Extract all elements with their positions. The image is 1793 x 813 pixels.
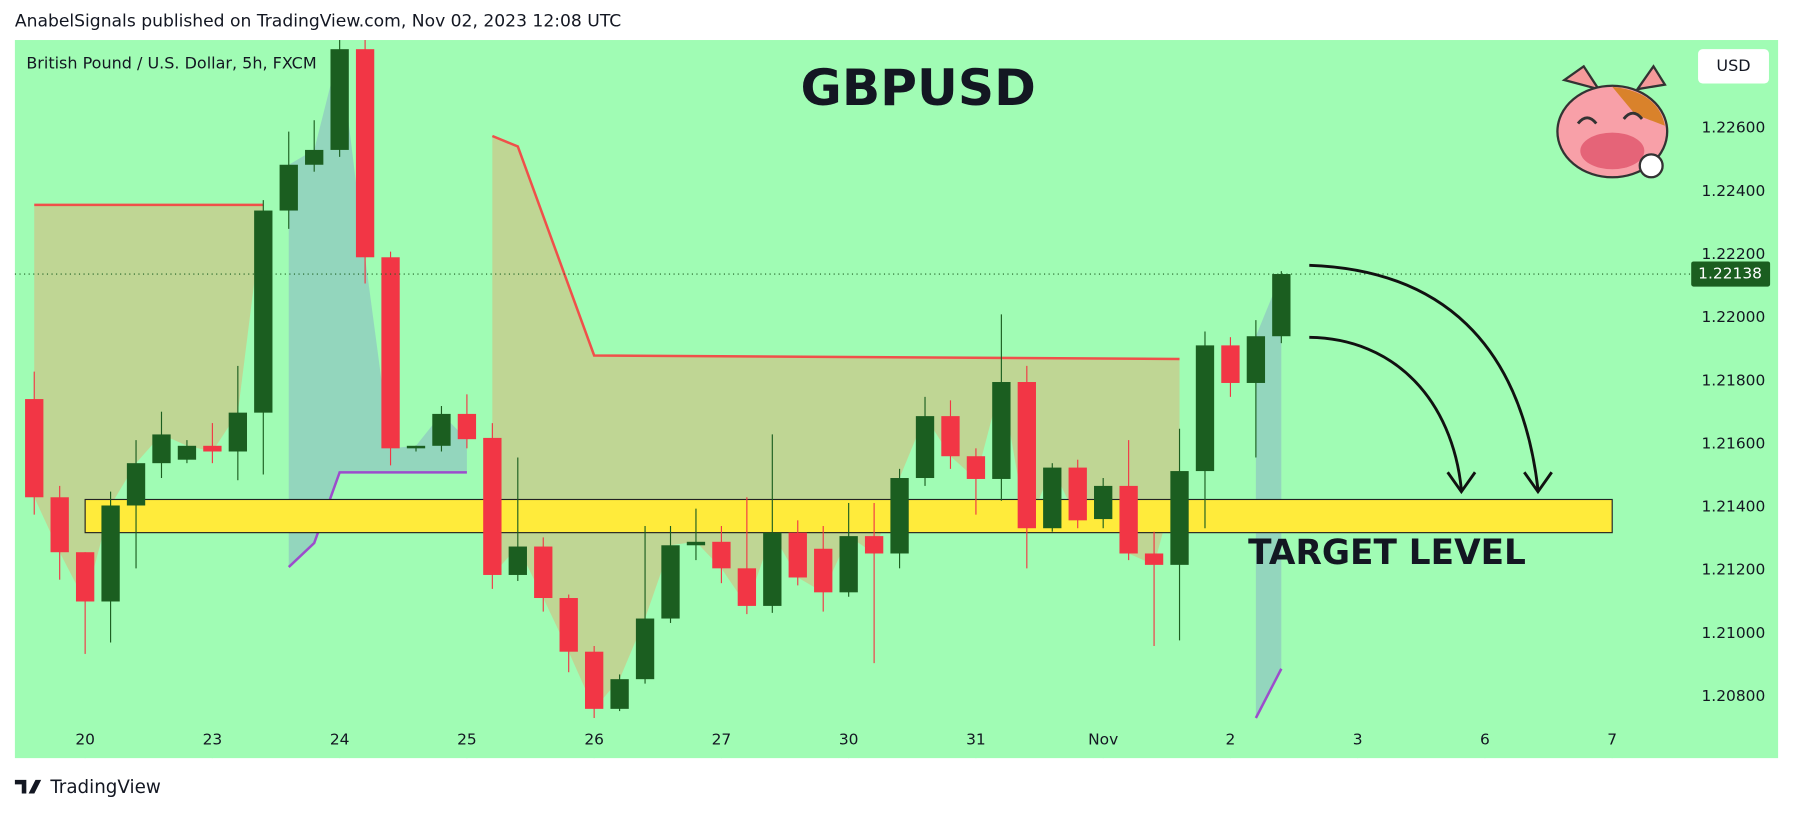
y-tick-label: 1.21400 [1701,498,1765,516]
candle-body [355,49,375,258]
indicator-line [491,134,1180,361]
candle-body [839,536,858,593]
x-tick-label: 25 [457,730,477,748]
candle-body [1221,345,1240,383]
candle-body [610,679,629,709]
candle-body [661,545,680,619]
x-tick-label: 24 [330,730,350,748]
y-tick-label: 1.21200 [1701,561,1765,579]
x-tick-label: 7 [1607,730,1617,748]
candle-body [126,463,146,506]
candle-body [406,445,426,449]
x-tick-label: 27 [712,730,732,748]
indicator-fill [288,49,467,568]
y-tick-label: 1.21800 [1701,371,1765,389]
candle-body [712,541,731,569]
candle-body [559,598,578,652]
last-price-box [1691,261,1771,287]
x-tick-label: 26 [584,730,604,748]
y-tick-label: 1.20800 [1701,687,1765,705]
candle-body [1144,553,1164,565]
candle-body [508,546,527,575]
candle-body [1195,345,1215,472]
candle-body [686,541,706,546]
y-tick-label: 1.21600 [1701,434,1765,452]
symbol-info: British Pound / U.S. Dollar, 5h, FXCM [26,54,316,73]
currency[interactable]: USD [1716,56,1750,75]
candle-body [483,437,502,575]
candle-body [534,546,553,599]
candle-body [1170,471,1189,565]
y-tick-label: 1.22400 [1701,182,1765,200]
candle-body [457,413,477,440]
candle-body [1068,467,1087,521]
arrow [1309,263,1540,490]
x-tick-label: 20 [75,730,95,748]
annotation: TARGET LEVEL [1248,533,1526,573]
y-tick-label: 1.22200 [1701,245,1765,263]
x-tick-label: 3 [1353,730,1363,748]
candle-body [635,618,655,680]
candle-body [1246,336,1266,383]
candle-body [254,210,273,413]
chart-title: GBPUSD [801,58,1036,117]
x-tick-label: 31 [966,730,986,748]
candle-body [763,532,782,606]
footer: TradingView [49,777,161,798]
candle-body [381,257,400,449]
x-tick-label: 23 [203,730,223,748]
candle-body [330,49,349,150]
candle-body [941,416,960,457]
y-tick-label: 1.22000 [1701,308,1765,326]
arrow [1309,335,1463,490]
candle-body [737,568,757,606]
candle-body [864,536,884,554]
x-tick-label: 2 [1226,730,1236,748]
candle-body [432,413,451,446]
logo [14,779,42,794]
candle-body [25,399,44,498]
candle-body [1094,485,1113,520]
candle-body [228,412,248,452]
y-tick-label: 1.22600 [1701,119,1765,137]
indicator-fill [492,136,1180,709]
header: AnabelSignals published on TradingView.c… [15,12,621,32]
x-tick-label: Nov [1088,730,1118,748]
arrows [1309,263,1553,495]
indicator-fill [1255,274,1282,719]
cat-icon [1556,64,1669,179]
candle-body [1272,274,1291,337]
candle-body [152,434,171,464]
candle-body [890,478,909,554]
candle-body [992,382,1011,479]
candle-body [203,445,222,452]
candle-body [50,497,69,553]
candle-body [279,164,298,211]
candle-body [584,651,604,709]
arrow-head [1523,471,1553,495]
candle-body [1119,485,1138,554]
candle-body [101,505,120,602]
candle-body [966,456,986,479]
arrow-head [1446,471,1477,495]
indicator-line [1254,668,1283,719]
x-tick-label: 30 [839,730,859,748]
candle-body [177,445,197,460]
currency-box[interactable] [1698,49,1769,84]
candle-body [1043,467,1062,529]
x-tick-label: 6 [1480,730,1490,748]
y-tick-label: 1.21000 [1701,624,1765,642]
candle-body [915,416,935,479]
candle-body [1017,382,1036,529]
candle-body [788,532,807,578]
candle-body [305,149,324,165]
candle-body [814,548,833,593]
last-price-label: 1.22138 [1698,265,1762,283]
candle-body [75,552,95,602]
